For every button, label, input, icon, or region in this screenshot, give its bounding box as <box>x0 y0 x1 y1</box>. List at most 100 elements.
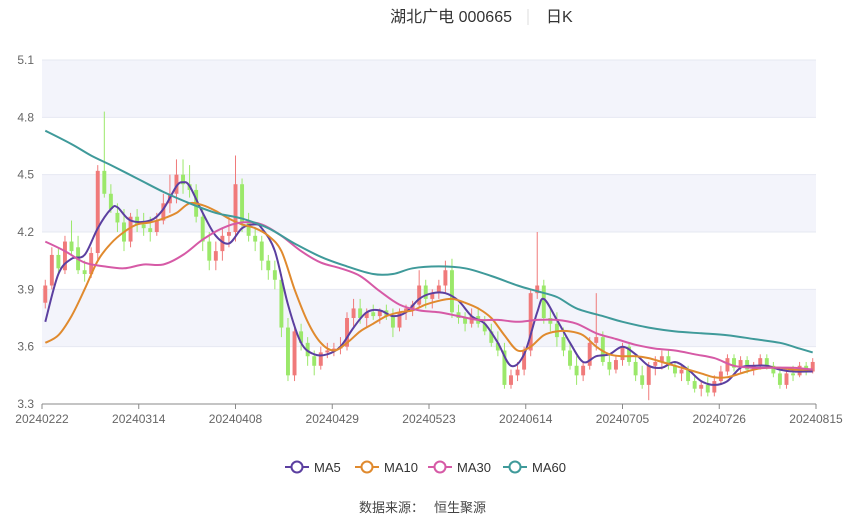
candle <box>102 111 107 198</box>
candle-body <box>613 360 618 370</box>
candle <box>200 209 205 252</box>
legend-item-ma5[interactable]: MA5 <box>285 460 341 475</box>
candle-body <box>377 310 382 317</box>
candle <box>725 354 730 376</box>
candle-body <box>266 260 271 271</box>
candle-body <box>810 361 815 372</box>
candle-body <box>443 270 448 286</box>
candle-body <box>325 350 330 353</box>
candle-body <box>318 352 323 366</box>
candle-body <box>725 358 730 372</box>
candle-body <box>404 308 409 313</box>
candle-body <box>423 285 428 299</box>
candle <box>43 279 48 309</box>
candle-body <box>43 285 48 303</box>
candle-body <box>528 293 533 351</box>
candle <box>666 350 671 370</box>
candle <box>299 323 304 351</box>
legend-item-ma30[interactable]: MA30 <box>428 460 491 475</box>
candle <box>607 354 612 376</box>
grid-band <box>42 60 816 118</box>
candle <box>371 304 376 320</box>
chart-period[interactable]: 日K <box>546 9 573 26</box>
candlestick-series <box>43 111 815 401</box>
candle-body <box>777 373 782 385</box>
candle-body <box>515 369 520 376</box>
candle-body <box>449 270 454 313</box>
candle-body <box>541 285 546 318</box>
candle-body <box>784 373 789 385</box>
legend-item-ma10[interactable]: MA10 <box>355 460 418 475</box>
candle-body <box>791 373 796 376</box>
candle <box>259 235 264 271</box>
data-source-name: 恒生聚源 <box>434 500 486 515</box>
candle <box>574 356 579 385</box>
candle-body <box>587 342 592 366</box>
candle <box>226 216 231 248</box>
data-source-label: 数据来源： <box>359 500 424 515</box>
legend-item-ma60[interactable]: MA60 <box>503 460 566 475</box>
candle <box>292 323 297 382</box>
candle-body <box>345 318 349 347</box>
moving-average-lines <box>44 129 813 386</box>
candle-body <box>181 174 185 185</box>
candle-body <box>200 216 205 242</box>
x-tick-label: 20240222 <box>15 412 69 426</box>
candle-body <box>240 184 245 223</box>
candle-body <box>640 375 645 385</box>
candle-body <box>148 228 153 232</box>
candle <box>135 209 140 232</box>
ma-line-ma10 <box>44 201 813 379</box>
candle <box>581 361 586 382</box>
candle-body <box>489 331 494 343</box>
candle-body <box>95 170 100 254</box>
x-tick-label: 20240523 <box>402 412 456 426</box>
candle-body <box>272 270 277 280</box>
candle-body <box>207 241 212 261</box>
candle-body <box>620 346 625 361</box>
candle <box>436 279 441 299</box>
candle-body <box>633 361 638 376</box>
candle <box>82 260 87 282</box>
candle <box>141 212 146 236</box>
candle-body <box>738 360 743 368</box>
candle-body <box>108 193 113 210</box>
candle-body <box>495 342 500 351</box>
y-tick-label: 4.2 <box>17 225 34 239</box>
candle-body <box>758 358 763 366</box>
candle <box>784 369 789 389</box>
candle <box>49 247 54 290</box>
candle-body <box>115 212 120 223</box>
candle <box>627 342 632 366</box>
candle-body <box>535 285 540 294</box>
candle <box>266 254 271 280</box>
candle <box>738 356 743 374</box>
candle-body <box>351 308 356 318</box>
candle-body <box>436 285 441 294</box>
candle <box>594 293 599 351</box>
candle-body <box>482 323 487 332</box>
candle-body <box>233 184 238 232</box>
ma-line-ma60 <box>44 129 813 354</box>
candle-body <box>502 350 507 385</box>
legend-label-ma60: MA60 <box>532 460 566 475</box>
y-tick-label: 4.8 <box>17 110 34 124</box>
candle <box>502 342 507 389</box>
candle-body <box>646 365 651 385</box>
candle-body <box>607 361 612 370</box>
candle-body <box>358 308 363 318</box>
candle-body <box>226 232 231 236</box>
candle-body <box>154 220 159 232</box>
candle <box>174 159 179 204</box>
x-tick-label: 20240815 <box>789 412 843 426</box>
candle-body <box>259 241 264 261</box>
candle-body <box>548 318 553 324</box>
candle <box>699 381 704 397</box>
candle-body <box>371 312 376 317</box>
y-tick-label: 4.5 <box>17 168 34 182</box>
legend-label-ma5: MA5 <box>314 460 341 475</box>
candle-body <box>771 365 776 374</box>
x-tick-label: 20240314 <box>112 412 166 426</box>
y-tick-label: 3.3 <box>17 397 34 411</box>
candle-body <box>627 346 632 362</box>
